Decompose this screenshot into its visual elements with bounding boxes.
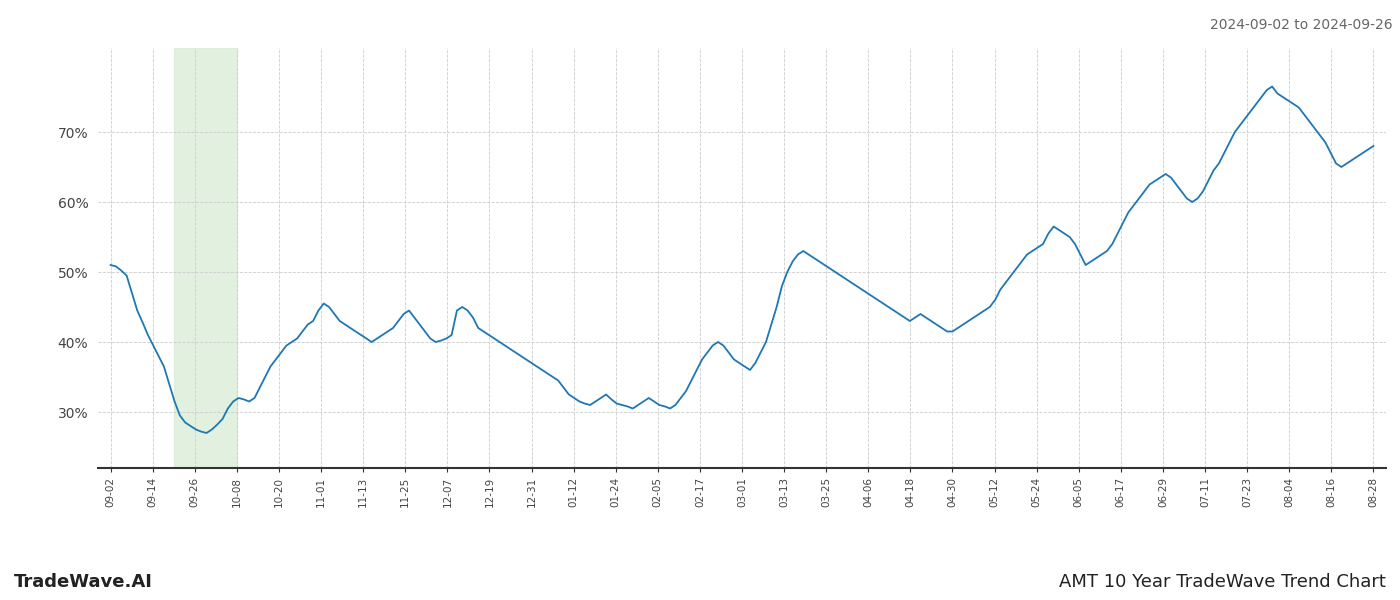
Text: TradeWave.AI: TradeWave.AI	[14, 573, 153, 591]
Bar	[174, 48, 237, 468]
Text: 2024-09-02 to 2024-09-26: 2024-09-02 to 2024-09-26	[1211, 18, 1393, 32]
Text: AMT 10 Year TradeWave Trend Chart: AMT 10 Year TradeWave Trend Chart	[1060, 573, 1386, 591]
